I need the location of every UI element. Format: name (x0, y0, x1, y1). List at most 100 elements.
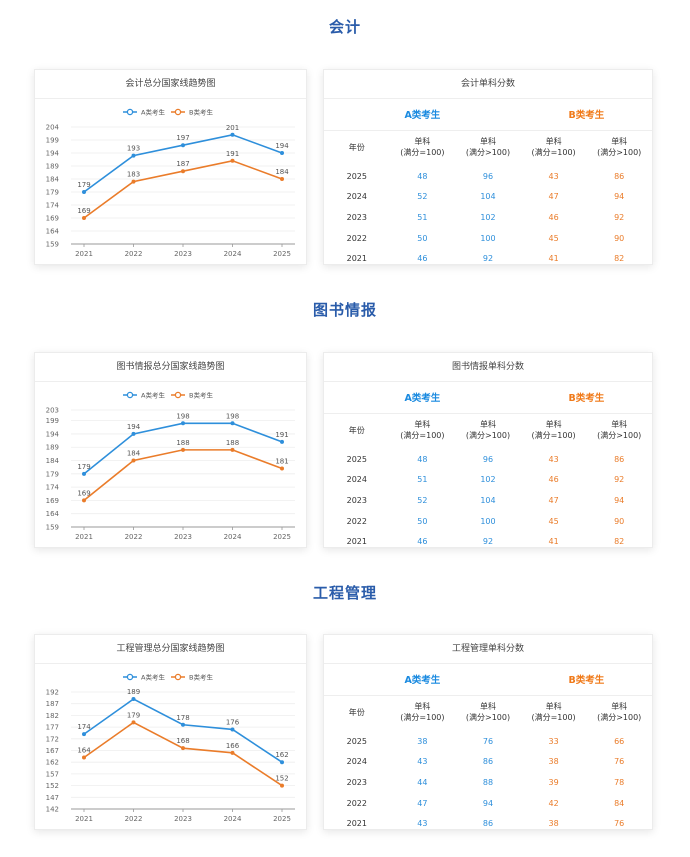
score-cell: 92 (482, 537, 494, 547)
score-cell: 104 (480, 192, 496, 202)
data-label: 187 (176, 160, 189, 168)
data-point (82, 732, 86, 737)
x-tick-label: 2023 (174, 815, 192, 823)
score-cell: 104 (480, 495, 496, 505)
chart-title: 会计总分国家线趋势图 (35, 70, 306, 99)
y-tick-label: 159 (46, 241, 59, 249)
y-tick-label: 203 (46, 407, 59, 415)
data-point (181, 447, 185, 452)
data-label: 193 (127, 145, 140, 153)
x-tick-label: 2021 (75, 533, 93, 541)
trend-line-chart: A类考生 B类考生 142 147 152 157 162 167 172 177 182 187 19… (46, 673, 295, 823)
x-tick-label: 2023 (174, 250, 192, 258)
score-cell: 45 (548, 516, 559, 526)
y-tick-label: 199 (46, 417, 59, 425)
col-header: 单科 (满分>100) (465, 420, 511, 441)
score-cell: 66 (614, 736, 625, 746)
score-cell: 76 (614, 757, 625, 767)
category-b-header: B类考生 (520, 664, 652, 696)
score-cell: 46 (548, 212, 559, 222)
data-label: 183 (127, 171, 140, 179)
y-tick-label: 189 (46, 444, 59, 452)
data-point (131, 179, 136, 184)
data-label: 189 (127, 688, 140, 696)
legend-marker (126, 391, 134, 399)
legend-label: B类考生 (189, 391, 213, 400)
data-point (82, 498, 86, 503)
col-header: 单科 (满分>100) (465, 137, 511, 158)
data-point (280, 151, 284, 155)
score-cell: 86 (614, 171, 625, 181)
score-cell: 43 (417, 757, 428, 767)
score-cell: 33 (548, 736, 559, 746)
trend-chart-card: 工程管理总分国家线趋势图 A类考生 B类考生 142 147 152 157 162 167 1… (34, 634, 307, 830)
year-cell: 2022 (346, 798, 367, 808)
year-cell: 2023 (346, 212, 367, 222)
data-label: 168 (176, 737, 189, 745)
year-cell: 2023 (346, 495, 367, 505)
data-point (82, 755, 86, 760)
year-cell: 2024 (346, 757, 367, 767)
score-cell: 102 (480, 212, 496, 222)
x-tick-label: 2024 (224, 815, 242, 823)
score-cell: 51 (417, 212, 428, 222)
y-tick-label: 152 (46, 782, 59, 790)
score-cell: 96 (482, 454, 494, 464)
data-point (230, 447, 235, 452)
section-title: 图书情报 (312, 301, 377, 319)
legend-marker (126, 108, 134, 116)
data-point (131, 431, 136, 436)
data-point (181, 169, 185, 174)
score-cell: 45 (548, 233, 559, 243)
score-cell: 86 (482, 819, 494, 829)
x-tick-label: 2024 (224, 533, 242, 541)
y-tick-label: 169 (46, 497, 59, 505)
year-cell: 2022 (346, 516, 367, 526)
data-point (181, 421, 185, 426)
y-tick-label: 164 (46, 510, 60, 518)
score-cell: 86 (482, 757, 494, 767)
data-label: 162 (275, 751, 288, 759)
score-cell: 38 (417, 736, 428, 746)
y-tick-label: 164 (46, 228, 60, 236)
data-point (230, 750, 235, 755)
table-row: 2021 46 92 41 82 (324, 248, 652, 269)
category-a-header: A类考生 (324, 382, 521, 414)
series-line (83, 449, 283, 502)
score-cell: 41 (548, 537, 559, 547)
trend-chart-card: 会计总分国家线趋势图 A类考生 B类考生 159 164 169 174 179 184 189… (34, 69, 307, 265)
score-cell: 46 (548, 475, 559, 485)
data-label: 198 (176, 412, 189, 420)
legend-label: A类考生 (141, 673, 165, 682)
table-title: 图书情报单科分数 (324, 353, 652, 382)
y-tick-label: 147 (46, 794, 59, 802)
y-tick-label: 184 (46, 457, 60, 465)
table-row: 2023 52 104 47 94 (324, 490, 652, 511)
col-header: 单科 (满分>100) (465, 702, 511, 723)
data-label: 184 (275, 168, 289, 176)
y-tick-label: 182 (46, 712, 59, 720)
data-label: 201 (226, 124, 239, 132)
score-cell: 90 (614, 516, 625, 526)
y-tick-label: 142 (46, 806, 59, 814)
table-row: 2024 52 104 47 94 (324, 187, 652, 208)
data-label: 166 (226, 742, 240, 750)
y-tick-label: 159 (46, 524, 59, 532)
score-cell: 78 (614, 777, 625, 787)
year-cell: 2024 (346, 192, 367, 202)
legend-marker (174, 108, 182, 116)
x-tick-label: 2021 (75, 815, 93, 823)
score-cell: 47 (548, 495, 559, 505)
score-cell: 84 (614, 798, 625, 808)
data-point (82, 190, 86, 194)
data-label: 194 (127, 423, 141, 431)
category-b-header: B类考生 (520, 382, 652, 414)
table-row: 2022 47 94 42 84 (324, 793, 652, 814)
x-tick-label: 2025 (273, 250, 291, 258)
score-table: A类考生 B类考生 年份 单科 (满分=100) 单科 (满分>100) 单科 … (324, 664, 652, 834)
series-line (83, 698, 283, 763)
data-label: 169 (77, 489, 90, 497)
year-cell: 2021 (346, 537, 367, 547)
y-tick-label: 179 (46, 470, 59, 478)
data-point (230, 158, 235, 163)
